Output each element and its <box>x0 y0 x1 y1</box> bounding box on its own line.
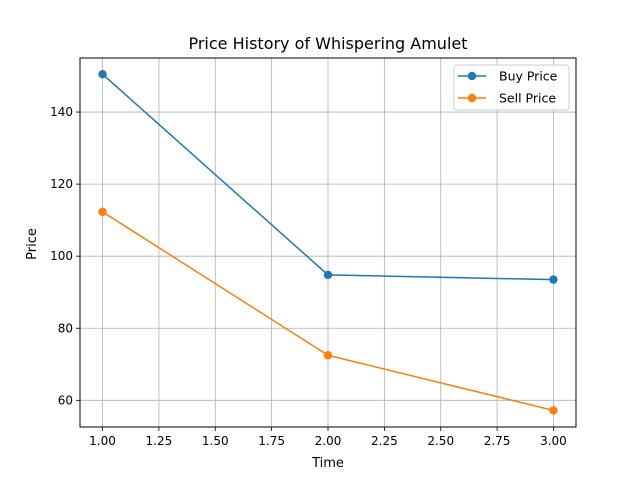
y-tick-label: 100 <box>50 249 73 263</box>
x-tick-label: 1.75 <box>258 434 285 448</box>
grid <box>80 58 576 427</box>
legend-label-sell-price: Sell Price <box>499 91 556 106</box>
x-tick-label: 2.75 <box>484 434 511 448</box>
y-tick-label: 140 <box>50 105 73 119</box>
series-lines <box>98 70 558 415</box>
sell-price-point <box>323 351 333 360</box>
y-axis-ticks: 60 80 100 120 140 <box>50 105 80 407</box>
y-tick-label: 80 <box>58 321 73 335</box>
legend: Buy Price Sell Price <box>453 64 570 111</box>
sell-price-point <box>98 207 107 217</box>
buy-price-point <box>549 275 558 284</box>
buy-price-point <box>98 70 107 79</box>
legend-marker-sell-price <box>467 93 477 103</box>
x-tick-label: 2.50 <box>427 434 454 448</box>
x-tick-label: 3.00 <box>540 434 567 448</box>
x-axis-label: Time <box>311 456 344 471</box>
x-tick-label: 2.00 <box>315 434 342 448</box>
legend-marker-buy-price <box>467 71 477 81</box>
y-tick-label: 120 <box>50 177 73 191</box>
y-axis-label: Price <box>25 228 40 260</box>
x-tick-label: 1.00 <box>89 434 116 448</box>
y-tick-label: 60 <box>58 393 73 407</box>
x-tick-label: 1.25 <box>146 434 173 448</box>
x-axis-ticks: 1.00 1.25 1.50 1.75 2.00 2.25 2.50 2.75 3.00 <box>89 427 567 448</box>
x-tick-label: 2.25 <box>371 434 398 448</box>
x-tick-label: 1.50 <box>202 434 229 448</box>
sell-price-point <box>549 406 558 415</box>
chart-title: Price History of Whispering Amulet <box>188 34 467 53</box>
buy-price-point <box>323 270 333 280</box>
legend-label-buy-price: Buy Price <box>499 69 558 84</box>
